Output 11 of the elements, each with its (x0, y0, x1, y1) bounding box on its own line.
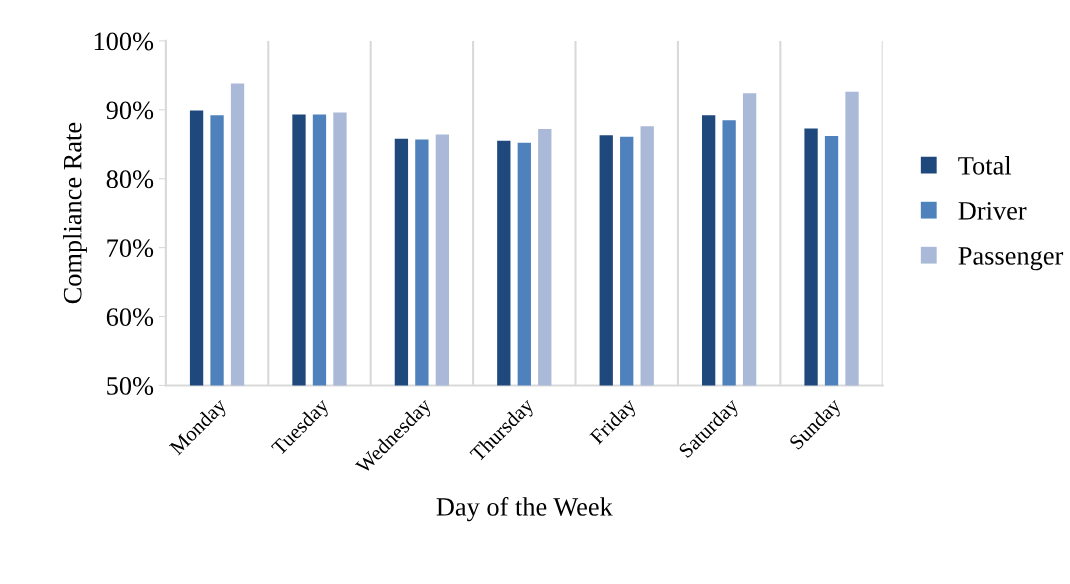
legend-label: Driver (958, 201, 1027, 220)
x-axis-title: Day of the Week (436, 496, 613, 522)
legend-label: Total (958, 156, 1012, 175)
y-tick-label: 60% (106, 308, 154, 327)
y-tick-label: 70% (107, 239, 154, 258)
legend-label: Passenger (958, 247, 1064, 271)
y-tick-label: 90% (106, 101, 154, 120)
y-tick-label: 50% (107, 377, 154, 395)
y-axis-title: Compliance Rate (62, 122, 87, 304)
y-tick-label: 80% (106, 170, 154, 189)
y-tick-label: 100% (94, 32, 154, 51)
